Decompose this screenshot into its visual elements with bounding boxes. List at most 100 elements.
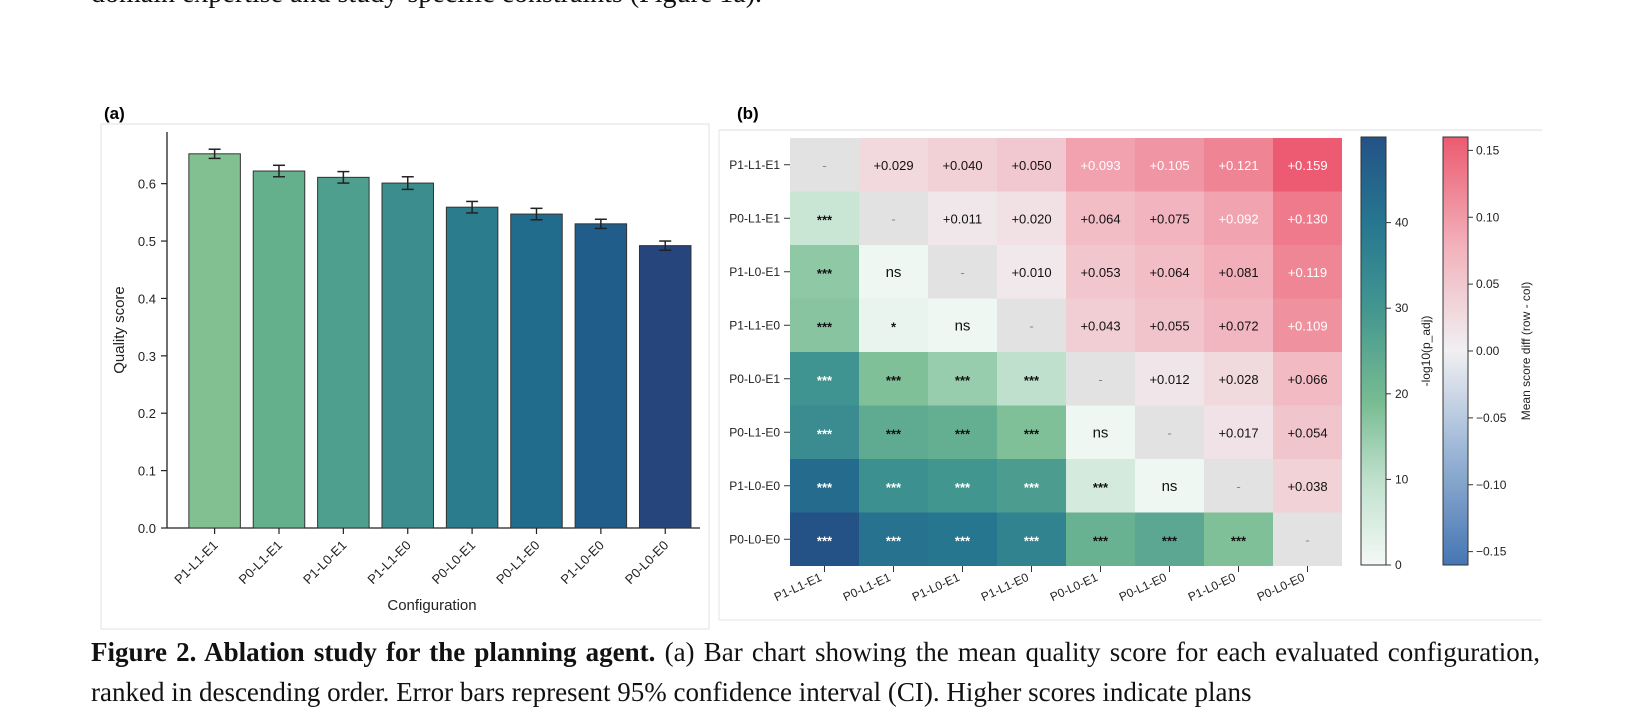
caption-title: Figure 2. Ablation study for the plannin… bbox=[91, 637, 656, 667]
heatmap-cell-label: +0.043 bbox=[1080, 318, 1120, 333]
heatmap-cell bbox=[859, 138, 928, 192]
heatmap-cell-label: +0.081 bbox=[1218, 265, 1258, 280]
heatmap-cell-label: +0.050 bbox=[1011, 158, 1051, 173]
heatmap-cell-label: +0.055 bbox=[1149, 318, 1189, 333]
heatmap-cell-label: +0.053 bbox=[1080, 265, 1120, 280]
heatmap-cell bbox=[1273, 138, 1342, 192]
row-label: P0-L1-E1 bbox=[729, 211, 780, 225]
heatmap-cell bbox=[1273, 459, 1342, 513]
col-label: P1-L0-E1 bbox=[910, 570, 962, 604]
heatmap-cell-label: *** bbox=[886, 426, 902, 441]
heatmap-cell bbox=[790, 512, 859, 566]
heatmap-cell bbox=[1135, 245, 1204, 299]
heatmap-cell-label: *** bbox=[1024, 426, 1040, 441]
colorbar-green-tick-label: 0 bbox=[1395, 558, 1402, 572]
heatmap-cell-label: - bbox=[1098, 372, 1102, 387]
row-label: P0-L1-E0 bbox=[729, 425, 780, 439]
heatmap-cell-label: - bbox=[1305, 532, 1309, 547]
heatmap-cell bbox=[859, 191, 928, 245]
heatmap-cell-label: *** bbox=[1231, 533, 1247, 548]
heatmap-cell-label: ns bbox=[886, 264, 902, 281]
heatmap-cell-label: - bbox=[822, 158, 826, 173]
heatmap-cell-label: +0.017 bbox=[1218, 425, 1258, 440]
y-tick-label: 0.1 bbox=[138, 464, 156, 479]
heatmap-cell bbox=[1204, 298, 1273, 352]
y-tick-label: 0.5 bbox=[138, 234, 156, 249]
heatmap-cell bbox=[790, 245, 859, 299]
heatmap-cell-label: +0.054 bbox=[1287, 425, 1327, 440]
heatmap-cell bbox=[1204, 138, 1273, 192]
heatmap-cell bbox=[1273, 405, 1342, 459]
heatmap-cell bbox=[1135, 459, 1204, 513]
col-label: P1-L1-E0 bbox=[979, 570, 1031, 604]
colorbar-green bbox=[1360, 136, 1387, 566]
heatmap-cell bbox=[1135, 138, 1204, 192]
heatmap-cell bbox=[1135, 298, 1204, 352]
heatmap-cell-label: +0.159 bbox=[1287, 158, 1327, 173]
colorbar-green-tick-label: 30 bbox=[1395, 301, 1409, 315]
colorbar-diverging-tick-label: 0.15 bbox=[1476, 143, 1500, 157]
colorbar-green-tick-label: 40 bbox=[1395, 216, 1409, 230]
row-label: P1-L1-E1 bbox=[729, 158, 780, 172]
heatmap-cell bbox=[790, 191, 859, 245]
row-label: P1-L0-E1 bbox=[729, 265, 780, 279]
bar-chart: 0.0 0.1 0.2 0.3 0.4 0.5 0.6 P1-L1-E1 P0-L1-E1 P1-… bbox=[111, 132, 700, 614]
x-tick-label: P0-L0-E1 bbox=[429, 538, 478, 587]
heatmap-cell bbox=[1066, 191, 1135, 245]
heatmap-cell bbox=[997, 138, 1066, 192]
heatmap-cell-label: *** bbox=[1024, 373, 1040, 388]
heatmap-cell bbox=[997, 352, 1066, 406]
heatmap-cell bbox=[1204, 405, 1273, 459]
heatmap-cell bbox=[859, 459, 928, 513]
heatmap-cell-label: *** bbox=[817, 319, 833, 334]
heatmap-cell-label: +0.093 bbox=[1080, 158, 1120, 173]
heatmap-cell-label: +0.092 bbox=[1218, 211, 1258, 226]
heatmap-cell-label: *** bbox=[955, 426, 971, 441]
heatmap-cell bbox=[928, 512, 997, 566]
heatmap-cell bbox=[997, 405, 1066, 459]
panel-a-frame bbox=[100, 123, 710, 630]
heatmap: - +0.029 +0.040 +0.050 +0.093 +0.105 +0.121 +0.… bbox=[729, 136, 1533, 604]
heatmap-cell-label: ns bbox=[1093, 424, 1109, 441]
heatmap-cell bbox=[1066, 352, 1135, 406]
heatmap-cell bbox=[1273, 512, 1342, 566]
heatmap-cell bbox=[1066, 298, 1135, 352]
x-axis-title: Configuration bbox=[387, 597, 476, 614]
heatmap-cell-label: +0.130 bbox=[1287, 211, 1327, 226]
heatmap-cell bbox=[928, 352, 997, 406]
y-tick-label: 0.0 bbox=[138, 521, 156, 536]
col-label: P1-L0-E0 bbox=[1186, 570, 1238, 604]
figure-2: (a) (b) 0.0 0.1 0.2 0.3 0.4 0.5 0.6 P1-L1-E1 P0-… bbox=[100, 104, 1542, 630]
heatmap-cell bbox=[1204, 245, 1273, 299]
heatmap-cell bbox=[928, 245, 997, 299]
col-label: P0-L1-E1 bbox=[841, 570, 893, 604]
heatmap-cell-label: +0.109 bbox=[1287, 318, 1327, 333]
heatmap-cell bbox=[859, 512, 928, 566]
heatmap-cell bbox=[1066, 512, 1135, 566]
heatmap-cell bbox=[790, 138, 859, 192]
x-tick-label: P1-L1-E0 bbox=[364, 538, 413, 587]
bar bbox=[381, 182, 434, 529]
heatmap-cell-label: *** bbox=[817, 533, 833, 548]
y-tick-label: 0.6 bbox=[138, 177, 156, 192]
heatmap-cell-label: +0.066 bbox=[1287, 372, 1327, 387]
heatmap-cell bbox=[1204, 191, 1273, 245]
heatmap-cell bbox=[790, 405, 859, 459]
col-label: P1-L1-E1 bbox=[772, 570, 824, 604]
heatmap-cell bbox=[1066, 459, 1135, 513]
heatmap-cell-label: +0.040 bbox=[942, 158, 982, 173]
heatmap-cell bbox=[1066, 405, 1135, 459]
heatmap-cell-label: +0.075 bbox=[1149, 211, 1189, 226]
heatmap-cell-label: *** bbox=[817, 426, 833, 441]
colorbar-diverging-tick-label: −0.15 bbox=[1476, 545, 1507, 559]
heatmap-cell bbox=[1204, 459, 1273, 513]
heatmap-cell bbox=[928, 138, 997, 192]
heatmap-cell bbox=[928, 298, 997, 352]
heatmap-cell bbox=[997, 191, 1066, 245]
bar bbox=[445, 206, 499, 529]
heatmap-cell bbox=[790, 352, 859, 406]
bar bbox=[252, 170, 306, 529]
colorbar-diverging-tick-label: 0.10 bbox=[1476, 210, 1500, 224]
heatmap-cell-label: +0.105 bbox=[1149, 158, 1189, 173]
row-label: P0-L0-E1 bbox=[729, 372, 780, 386]
